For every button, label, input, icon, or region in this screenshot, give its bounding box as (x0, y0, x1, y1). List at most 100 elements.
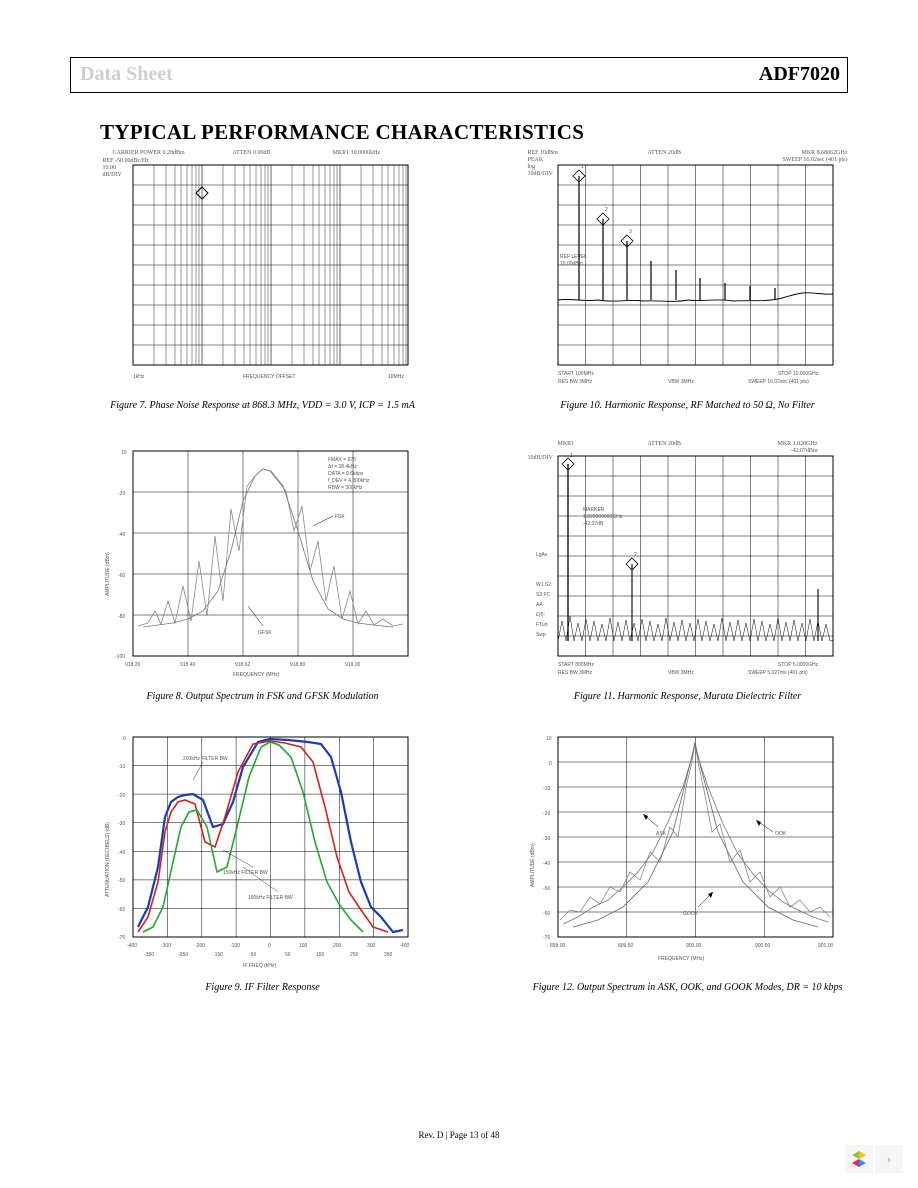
svg-text:3: 3 (629, 229, 632, 235)
svg-text:IF FREQ (kHz): IF FREQ (kHz) (243, 963, 276, 969)
svg-text:FTun: FTun (536, 622, 548, 628)
svg-text:1: 1 (581, 164, 584, 170)
fig11-svg: MARKER 1.820000000GHz -42.07dB LgAv W1 S… (528, 441, 848, 681)
fig11-tm: ATTEN 20dB (648, 441, 682, 447)
svg-text:1: 1 (570, 453, 573, 459)
svg-text:f_DEV = 4.800kHz: f_DEV = 4.800kHz (328, 478, 370, 484)
figure-11-chart: MKR1 10dB/DIV ATTEN 20dB MKR 1.820GHz -4… (528, 441, 848, 681)
header-left-label: Data Sheet (80, 63, 173, 86)
figure-8-chart: FMAX = 870 Δf = 38.4kHz DATA = 9.6kbps f… (103, 441, 423, 681)
chevron-right-icon: › (887, 1151, 891, 1167)
figure-10-caption: Figure 10. Harmonic Response, RF Matched… (560, 400, 814, 411)
figure-10: REF 10dBm PEAK log 10dB/DIV ATTEN 20dB M… (505, 150, 870, 411)
svg-text:918.80: 918.80 (290, 662, 306, 668)
svg-text:918.40: 918.40 (180, 662, 196, 668)
fig7-svg: 1kHz FREQUENCY OFFSET 10MHz (103, 150, 423, 390)
svg-text:VBW 3MHz: VBW 3MHz (668, 379, 694, 385)
svg-text:10MHz: 10MHz (388, 374, 404, 380)
svg-text:-200: -200 (195, 943, 205, 949)
svg-text:0: 0 (123, 736, 126, 742)
fig10-tl2: PEAK (528, 157, 544, 163)
figure-9-caption: Figure 9. IF Filter Response (205, 982, 319, 993)
svg-text:AMPLITUDE (dBm): AMPLITUDE (dBm) (530, 843, 536, 887)
fig12-svg: ASK OOK GOOK 10 0 -10 -20 -30 -40 -50 -6… (528, 732, 848, 972)
figure-12-chart: ASK OOK GOOK 10 0 -10 -20 -30 -40 -50 -6… (528, 732, 848, 972)
svg-text:START 800MHz: START 800MHz (558, 662, 594, 668)
fig7-ref1: REF -50.00dBc/Hz (103, 158, 149, 164)
svg-text:-350: -350 (144, 952, 154, 958)
svg-text:350: 350 (384, 952, 393, 958)
svg-text:MARKER: MARKER (583, 507, 605, 513)
svg-text:RBW = 300kHz: RBW = 300kHz (328, 485, 363, 491)
fig10-tm: ATTEN 20dB (648, 150, 682, 156)
svg-text:-300: -300 (161, 943, 171, 949)
svg-text:FSK: FSK (335, 514, 345, 520)
fig7-annot-tr: MKR1 10.0000kHz (333, 150, 381, 156)
svg-text:2: 2 (634, 552, 637, 558)
fig7-ref3: dB/DIV (103, 172, 122, 178)
fig10-svg: REF LEVEL 10.00dBm (528, 150, 848, 390)
svg-text:SWEEP 5.027ms (401 pts): SWEEP 5.027ms (401 pts) (748, 670, 808, 676)
nav-next-button[interactable]: › (875, 1145, 903, 1173)
svg-text:-50: -50 (118, 878, 125, 884)
svg-text:-40: -40 (118, 850, 125, 856)
svg-text:1kHz: 1kHz (133, 374, 145, 380)
svg-text:-40: -40 (118, 532, 125, 538)
fig8-svg: FMAX = 870 Δf = 38.4kHz DATA = 9.6kbps f… (103, 441, 423, 681)
nav-widget: › (845, 1145, 903, 1173)
svg-text:-10: -10 (543, 786, 550, 792)
svg-text:200: 200 (333, 943, 342, 949)
svg-text:150kHz FILTER BW: 150kHz FILTER BW (223, 870, 268, 876)
fig7-ref2: 10.00 (103, 165, 117, 171)
fig11-tl1: MKR1 (558, 441, 575, 447)
fig10-tl1: REF 10dBm (528, 150, 558, 156)
svg-text:1.820000000GHz: 1.820000000GHz (583, 514, 623, 520)
svg-text:OOK: OOK (775, 831, 787, 837)
svg-text:ASK: ASK (656, 831, 667, 837)
svg-text:50: 50 (285, 952, 291, 958)
svg-text:LgAv: LgAv (536, 552, 548, 558)
svg-text:AA: AA (536, 602, 543, 608)
svg-text:919.00: 919.00 (345, 662, 361, 668)
fig10-tr2: SWEEP 16.02sec (401 pts) (782, 157, 847, 163)
svg-text:Swp: Swp (536, 632, 546, 638)
svg-text:100kHz FILTER BW: 100kHz FILTER BW (248, 895, 293, 901)
figure-10-chart: REF 10dBm PEAK log 10dB/DIV ATTEN 20dB M… (528, 150, 848, 390)
nav-logo-icon[interactable] (845, 1145, 873, 1173)
svg-text:-60: -60 (118, 573, 125, 579)
svg-text:-20: -20 (118, 793, 125, 799)
svg-text:GOOK: GOOK (683, 911, 699, 917)
svg-text:STOP 10.000GHz: STOP 10.000GHz (778, 371, 819, 377)
svg-text:-60: -60 (543, 911, 550, 917)
svg-text:-50: -50 (543, 886, 550, 892)
page-footer: Rev. D | Page 13 of 48 (0, 1130, 918, 1140)
svg-text:STOP 5.0000GHz: STOP 5.0000GHz (778, 662, 819, 668)
svg-text:-70: -70 (118, 935, 125, 941)
svg-text:FREQUENCY OFFSET: FREQUENCY OFFSET (243, 374, 295, 380)
svg-text:RES BW 3MHz: RES BW 3MHz (558, 670, 593, 676)
svg-text:-150: -150 (213, 952, 223, 958)
svg-text:900.50: 900.50 (755, 943, 771, 949)
svg-text:-20: -20 (118, 491, 125, 497)
chart-grid: CARRIER POWER 0.28dBm ATTEN 0.00dB MKR1 … (80, 150, 870, 993)
svg-text:REF LEVEL: REF LEVEL (560, 254, 587, 260)
svg-text:-30: -30 (543, 836, 550, 842)
svg-text:-80: -80 (118, 614, 125, 620)
svg-text:10: 10 (546, 736, 552, 742)
fig7-annot-tl: CARRIER POWER 0.28dBm (113, 150, 185, 156)
svg-text:RES BW 3MHz: RES BW 3MHz (558, 379, 593, 385)
svg-text:VBW 3MHz: VBW 3MHz (668, 670, 694, 676)
figure-12: ASK OOK GOOK 10 0 -10 -20 -30 -40 -50 -6… (505, 732, 870, 993)
svg-text:S3 FC: S3 FC (536, 592, 551, 598)
svg-text:-250: -250 (178, 952, 188, 958)
header-border (70, 57, 848, 93)
svg-text:2: 2 (605, 207, 608, 213)
fig10-tl4: 10dB/DIV (528, 171, 553, 177)
svg-text:150: 150 (316, 952, 325, 958)
svg-text:W1 S2: W1 S2 (536, 582, 551, 588)
svg-text:899.00: 899.00 (550, 943, 566, 949)
figure-12-caption: Figure 12. Output Spectrum in ASK, OOK, … (533, 982, 843, 993)
svg-text:AMPLITUDE (dBm): AMPLITUDE (dBm) (105, 552, 111, 596)
figure-8-caption: Figure 8. Output Spectrum in FSK and GFS… (146, 691, 378, 702)
svg-text:100: 100 (299, 943, 308, 949)
